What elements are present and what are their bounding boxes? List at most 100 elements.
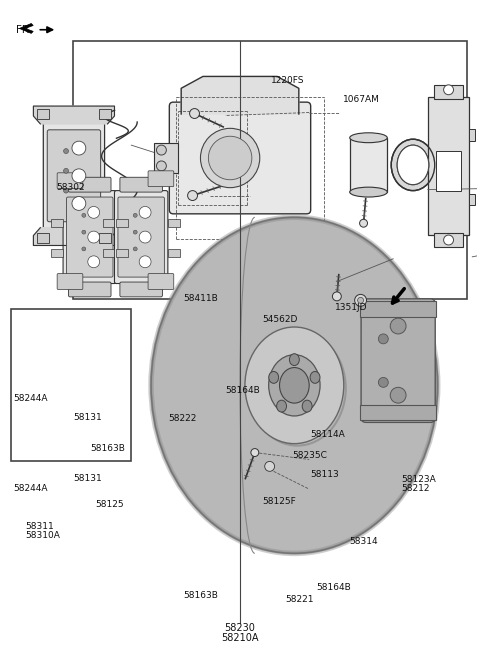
Circle shape	[378, 334, 388, 344]
Circle shape	[63, 169, 69, 173]
Circle shape	[82, 247, 86, 251]
Polygon shape	[19, 24, 33, 33]
Bar	[117, 219, 128, 227]
Circle shape	[360, 219, 368, 227]
Ellipse shape	[151, 217, 438, 554]
Bar	[168, 249, 180, 257]
Bar	[37, 109, 49, 119]
Text: 58114A: 58114A	[310, 430, 345, 440]
Text: 58113: 58113	[310, 470, 339, 479]
Circle shape	[378, 377, 388, 387]
Polygon shape	[154, 143, 178, 173]
Text: 58125: 58125	[96, 500, 124, 509]
Bar	[103, 249, 114, 257]
Bar	[51, 249, 63, 257]
Ellipse shape	[289, 354, 300, 365]
Circle shape	[355, 295, 367, 306]
Ellipse shape	[391, 139, 435, 191]
Ellipse shape	[276, 400, 287, 412]
Text: 58302: 58302	[56, 183, 85, 192]
Bar	[51, 219, 63, 227]
Circle shape	[133, 213, 137, 217]
Text: 54562D: 54562D	[263, 315, 298, 324]
FancyBboxPatch shape	[148, 171, 174, 187]
FancyBboxPatch shape	[169, 102, 311, 214]
Circle shape	[88, 231, 100, 243]
FancyBboxPatch shape	[114, 191, 168, 283]
Circle shape	[444, 235, 454, 245]
Circle shape	[390, 318, 406, 334]
Circle shape	[139, 231, 151, 243]
FancyBboxPatch shape	[120, 282, 162, 297]
Circle shape	[156, 161, 167, 171]
Text: 58244A: 58244A	[13, 394, 48, 403]
Text: 58230: 58230	[225, 623, 255, 633]
Bar	[360, 405, 436, 420]
Text: 58411B: 58411B	[183, 295, 218, 303]
Circle shape	[188, 191, 197, 201]
Text: FR.: FR.	[16, 25, 32, 35]
Text: 58131: 58131	[73, 474, 102, 483]
Circle shape	[72, 141, 86, 155]
Text: 58222: 58222	[168, 415, 196, 423]
Circle shape	[251, 449, 259, 457]
Bar	[360, 301, 436, 317]
Bar	[434, 85, 463, 98]
Circle shape	[444, 85, 454, 94]
Text: 1351JD: 1351JD	[335, 303, 367, 312]
Ellipse shape	[397, 145, 429, 185]
Circle shape	[82, 230, 86, 234]
FancyBboxPatch shape	[120, 177, 162, 192]
Bar	[99, 109, 110, 119]
Ellipse shape	[279, 367, 309, 403]
Circle shape	[72, 169, 86, 183]
Bar	[168, 219, 180, 227]
Bar	[469, 129, 475, 141]
Text: 58131: 58131	[73, 413, 102, 422]
Text: 58210A: 58210A	[221, 633, 259, 643]
Ellipse shape	[245, 327, 344, 443]
FancyBboxPatch shape	[57, 274, 83, 289]
Polygon shape	[34, 106, 114, 124]
Circle shape	[63, 149, 69, 154]
FancyBboxPatch shape	[43, 122, 105, 230]
Circle shape	[139, 256, 151, 268]
Text: 58125F: 58125F	[263, 497, 297, 506]
FancyBboxPatch shape	[69, 282, 111, 297]
Bar	[99, 233, 110, 243]
FancyBboxPatch shape	[63, 191, 117, 283]
Circle shape	[63, 188, 69, 193]
Ellipse shape	[269, 371, 278, 383]
Text: 58235C: 58235C	[292, 451, 327, 461]
Text: 58244A: 58244A	[13, 484, 48, 493]
Circle shape	[390, 387, 406, 403]
Text: 58212: 58212	[401, 484, 430, 493]
Circle shape	[139, 207, 151, 218]
Text: 58311: 58311	[25, 522, 54, 531]
Text: 1220FS: 1220FS	[271, 76, 304, 85]
Text: 58164B: 58164B	[316, 583, 351, 592]
Circle shape	[88, 256, 100, 268]
Polygon shape	[34, 228, 114, 245]
Text: 58164B: 58164B	[225, 386, 260, 395]
Text: 58314: 58314	[349, 537, 378, 546]
FancyBboxPatch shape	[118, 197, 164, 277]
Circle shape	[82, 213, 86, 217]
Text: 58163B: 58163B	[183, 590, 218, 600]
Circle shape	[72, 197, 86, 211]
Text: 58163B: 58163B	[91, 444, 125, 453]
Bar	[434, 233, 463, 247]
Circle shape	[133, 230, 137, 234]
Ellipse shape	[302, 400, 312, 412]
FancyBboxPatch shape	[361, 299, 435, 422]
Bar	[436, 151, 461, 191]
FancyBboxPatch shape	[67, 197, 113, 277]
Circle shape	[88, 207, 100, 218]
Ellipse shape	[310, 371, 320, 383]
Ellipse shape	[350, 133, 387, 142]
Polygon shape	[181, 77, 299, 114]
Bar	[117, 249, 128, 257]
Circle shape	[358, 297, 363, 303]
Bar	[350, 138, 387, 192]
Circle shape	[201, 129, 260, 188]
